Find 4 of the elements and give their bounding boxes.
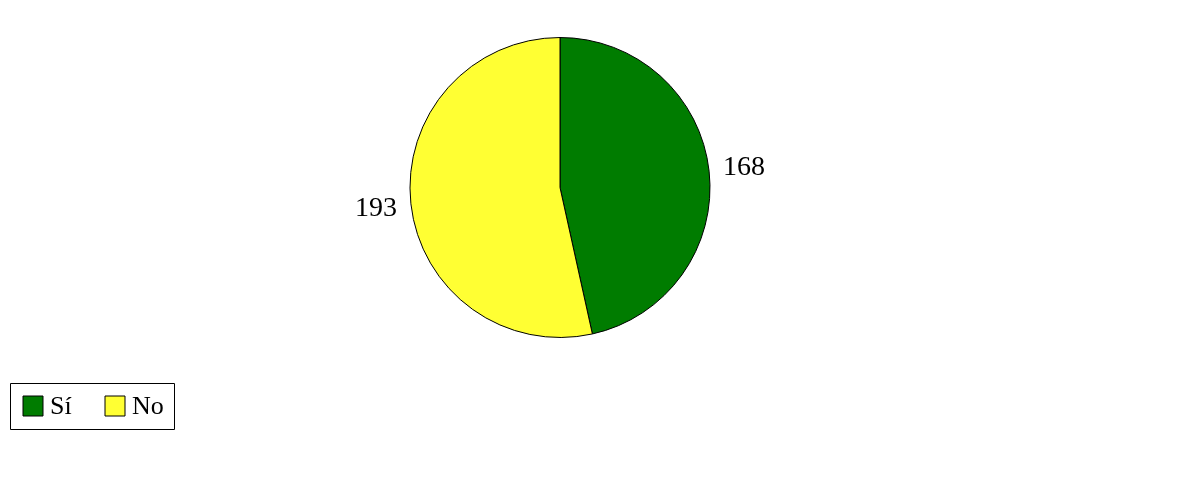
data-label: 168 (722, 150, 765, 182)
data-label: 193 (355, 190, 398, 222)
legend-label: No (132, 391, 164, 420)
legend-label: Sí (50, 391, 72, 420)
